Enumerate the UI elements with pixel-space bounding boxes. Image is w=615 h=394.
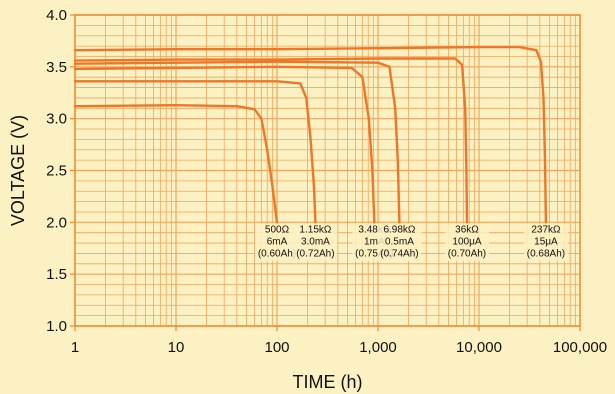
annotation-backdrop — [523, 223, 568, 262]
series-annotation-line: 6.98kΩ — [383, 224, 415, 235]
x-axis-title: TIME (h) — [293, 372, 363, 392]
y-tick-label: 1.5 — [46, 266, 67, 283]
y-axis-title: VOLTAGE (V) — [8, 115, 28, 226]
series-annotation-line: (0.74Ah) — [380, 248, 418, 259]
series-annotation-line: 500Ω — [265, 224, 290, 235]
annotation-backdrop — [377, 223, 422, 262]
series-line-3 — [73, 60, 401, 224]
annotation-backdrop — [293, 223, 338, 262]
series-annotation-line: 0.5mA — [385, 236, 414, 247]
series-annotation-line: (0.60Ah) — [258, 248, 296, 259]
y-tick-label: 2.0 — [46, 214, 67, 231]
x-tick-label: 10 — [168, 339, 185, 356]
series-line-4 — [73, 57, 469, 224]
y-tick-label: 2.5 — [46, 163, 67, 180]
series-annotation-line: (0.72Ah) — [296, 248, 334, 259]
y-tick-label: 3.0 — [46, 111, 67, 128]
series-annotation-line: 100μA — [452, 236, 481, 247]
series-line-0 — [73, 104, 279, 224]
series-annotation-line: (0.68Ah) — [527, 248, 565, 259]
series-line-1 — [73, 80, 317, 224]
y-tick-label: 3.5 — [46, 59, 67, 76]
series-annotation-line: 3.48kΩ — [358, 224, 390, 235]
x-tick-label: 1,000 — [359, 339, 397, 356]
annotation-backdrop — [255, 223, 299, 262]
series-annotation-line: 36kΩ — [455, 224, 479, 235]
series-group — [73, 45, 548, 224]
series-annotation-line: (0.75Ah) — [355, 248, 393, 259]
x-tick-label: 1 — [71, 339, 79, 356]
series-annotation-line: 6mA — [267, 236, 288, 247]
series-annotation-line: (0.70Ah) — [448, 248, 486, 259]
annotation-backdrop — [444, 223, 489, 262]
series-annotation-line: 237kΩ — [531, 224, 561, 235]
x-tick-label: 100 — [264, 339, 289, 356]
series-annotation-line: 3.0mA — [301, 236, 330, 247]
x-tick-label: 100,000 — [553, 339, 607, 356]
series-line-2 — [73, 65, 376, 224]
y-tick-label: 4.0 — [46, 7, 67, 24]
x-tick-label: 10,000 — [456, 339, 502, 356]
series-line-5 — [73, 45, 548, 224]
series-annotation-line: 15μA — [534, 236, 558, 247]
y-tick-label: 1.0 — [46, 318, 67, 335]
series-annotation-line: 1.15kΩ — [299, 224, 331, 235]
series-annotation-line: 1mA — [364, 236, 385, 247]
